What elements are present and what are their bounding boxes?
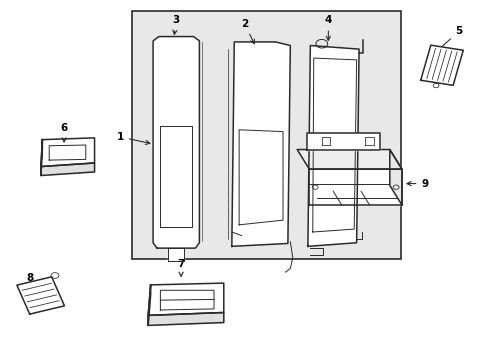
Text: 7: 7 xyxy=(177,259,184,276)
Polygon shape xyxy=(17,277,64,314)
Polygon shape xyxy=(153,37,199,248)
Text: 9: 9 xyxy=(406,179,427,189)
Polygon shape xyxy=(41,138,94,167)
Bar xyxy=(132,12,400,259)
Polygon shape xyxy=(420,45,462,85)
Text: 1: 1 xyxy=(116,132,149,144)
Polygon shape xyxy=(148,312,224,325)
Polygon shape xyxy=(168,248,183,261)
Polygon shape xyxy=(389,149,401,205)
Text: 2: 2 xyxy=(241,19,254,44)
Polygon shape xyxy=(231,42,290,246)
Text: 6: 6 xyxy=(61,123,67,142)
Text: 5: 5 xyxy=(433,26,462,54)
Text: 8: 8 xyxy=(26,273,34,288)
Text: 4: 4 xyxy=(324,15,331,40)
Text: 3: 3 xyxy=(172,15,180,34)
Polygon shape xyxy=(297,149,401,169)
Polygon shape xyxy=(41,163,94,176)
Polygon shape xyxy=(148,283,224,315)
Polygon shape xyxy=(148,285,150,325)
Polygon shape xyxy=(309,169,401,205)
Polygon shape xyxy=(41,140,42,176)
Polygon shape xyxy=(307,45,358,246)
Polygon shape xyxy=(306,134,379,149)
